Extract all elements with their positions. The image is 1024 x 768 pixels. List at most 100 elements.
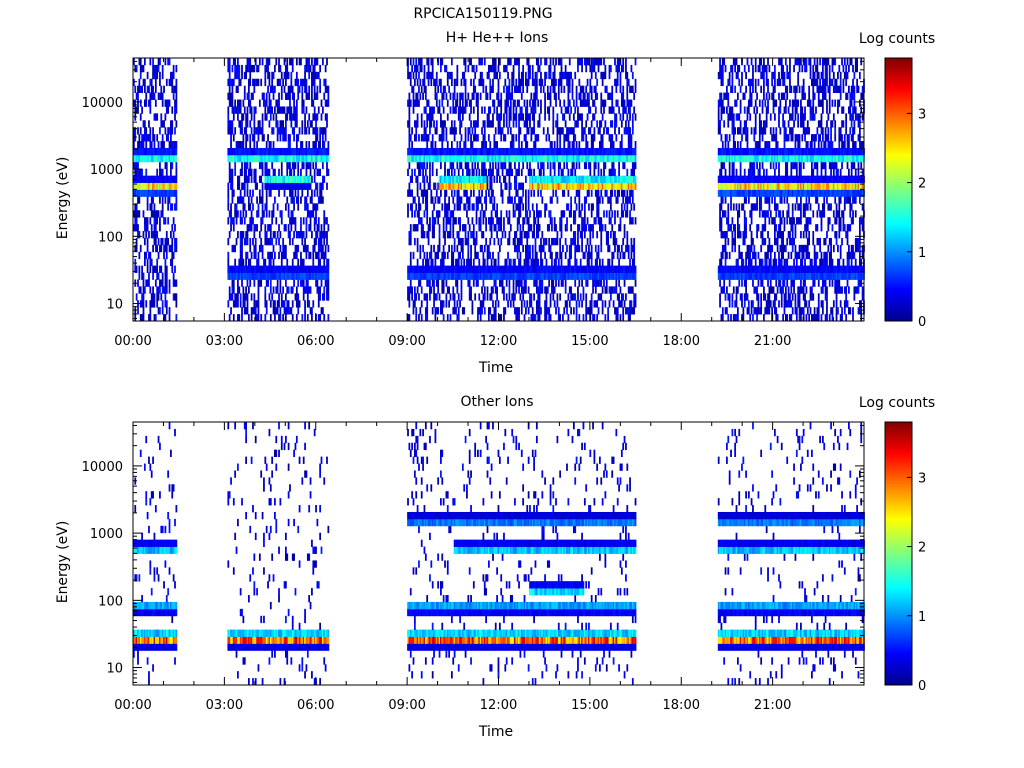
spectrogram-cell [275,265,278,273]
spectrogram-cell [231,182,234,190]
spectrogram-cell [442,279,445,287]
spectrogram-cell [265,154,268,163]
spectrogram-cell [466,175,468,183]
spectrogram-cell [245,265,248,273]
spectrogram-cell [489,154,492,163]
spectrogram-cell [141,175,143,183]
spectrogram-cell [317,217,320,225]
spectrogram-cell [566,175,568,183]
spectrogram-cell [320,272,323,280]
spectrogram-cell [603,154,605,163]
spectrogram-cell [570,265,572,273]
spectrogram-cell [490,231,493,239]
spectrogram-cell [464,92,467,100]
spectrogram-cell [253,141,256,149]
spectrogram-cell [161,71,164,80]
spectrogram-cell [280,71,283,80]
spectrogram-cell [426,175,429,183]
spectrogram-cell [560,251,563,260]
spectrogram-cell [557,265,560,273]
spectrogram-cell [622,237,625,246]
spectrogram-cell [590,120,593,128]
spectrogram-cell [492,154,494,163]
spectrogram-cell [563,189,566,197]
spectrogram-cell [544,99,546,107]
spectrogram-cell [592,175,594,183]
spectrogram-cell [280,182,283,190]
spectrogram-cell [143,175,146,183]
spectrogram-cell [269,175,272,183]
spectrogram-cell [578,154,581,163]
spectrogram-cell [304,85,306,93]
spectrogram-cell [544,92,546,100]
spectrogram-cell [170,168,172,177]
spectrogram-cell [431,258,434,267]
spectrogram-cell [313,58,316,66]
spectrogram-cell [298,154,301,163]
spectrogram-cell [145,217,148,225]
spectrogram-cell [559,272,562,280]
spectrogram-cell [525,134,527,142]
spectrogram-cell [276,279,279,287]
spectrogram-cell [490,120,493,128]
spectrogram-cell [615,314,618,322]
spectrogram-cell [282,134,285,142]
spectrogram-cell [149,127,152,135]
spectrogram-cell [261,154,264,163]
spectrogram-cell [298,272,301,280]
spectrogram-cell [258,58,261,66]
spectrogram-cell [315,127,317,135]
spectrogram-cell [530,265,533,273]
spectrogram-cell [408,71,411,80]
spectrogram-cell [309,217,312,225]
spectrogram-cell [457,293,460,301]
spectrogram-cell [614,272,616,280]
spectrogram-cell [482,279,485,287]
spectrogram-cell [242,272,245,280]
spectrogram-cell [605,175,608,183]
spectrogram-cell [515,58,518,66]
spectrogram-cell [238,196,241,204]
spectrogram-cell [579,154,582,163]
spectrogram-cell [588,99,590,107]
spectrogram-cell [297,307,300,315]
spectrogram-cell [175,78,178,87]
spectrogram-cell [509,168,512,177]
spectrogram-cell [552,85,555,93]
spectrogram-cell [438,265,441,273]
spectrogram-cell [507,58,509,66]
spectrogram-cell [423,210,426,218]
spectrogram-cell [497,120,500,128]
spectrogram-cell [593,272,596,280]
spectrogram-cell [256,147,258,156]
spectrogram-cell [577,293,579,301]
spectrogram-cell [478,224,481,232]
spectrogram-cell [546,182,549,190]
spectrogram-cell [444,168,446,177]
spectrogram-cell [529,272,531,280]
spectrogram-cell [433,272,435,280]
spectrogram-cell [253,244,256,253]
spectrogram-cell [571,78,574,87]
spectrogram-cell [260,196,263,204]
spectrogram-cell [530,182,533,190]
spectrogram-cell [442,175,445,183]
spectrogram-cell [271,293,274,301]
spectrogram-cell [512,113,515,121]
spectrogram-cell [578,196,581,204]
spectrogram-cell [265,203,268,211]
spectrogram-cell [529,175,531,183]
spectrogram-cell [150,210,153,218]
spectrogram-cell [247,92,250,100]
spectrogram-cell [317,154,320,163]
spectrogram-cell [280,293,283,301]
spectrogram-cell [269,182,272,190]
spectrogram-cell [583,58,586,66]
spectrogram-cell [453,300,456,308]
spectrogram-cell [553,92,556,100]
spectrogram-cell [505,258,508,267]
spectrogram-cell [441,258,444,267]
spectrogram-cell [293,217,295,225]
spectrogram-cell [300,231,302,239]
spectrogram-cell [577,58,579,66]
